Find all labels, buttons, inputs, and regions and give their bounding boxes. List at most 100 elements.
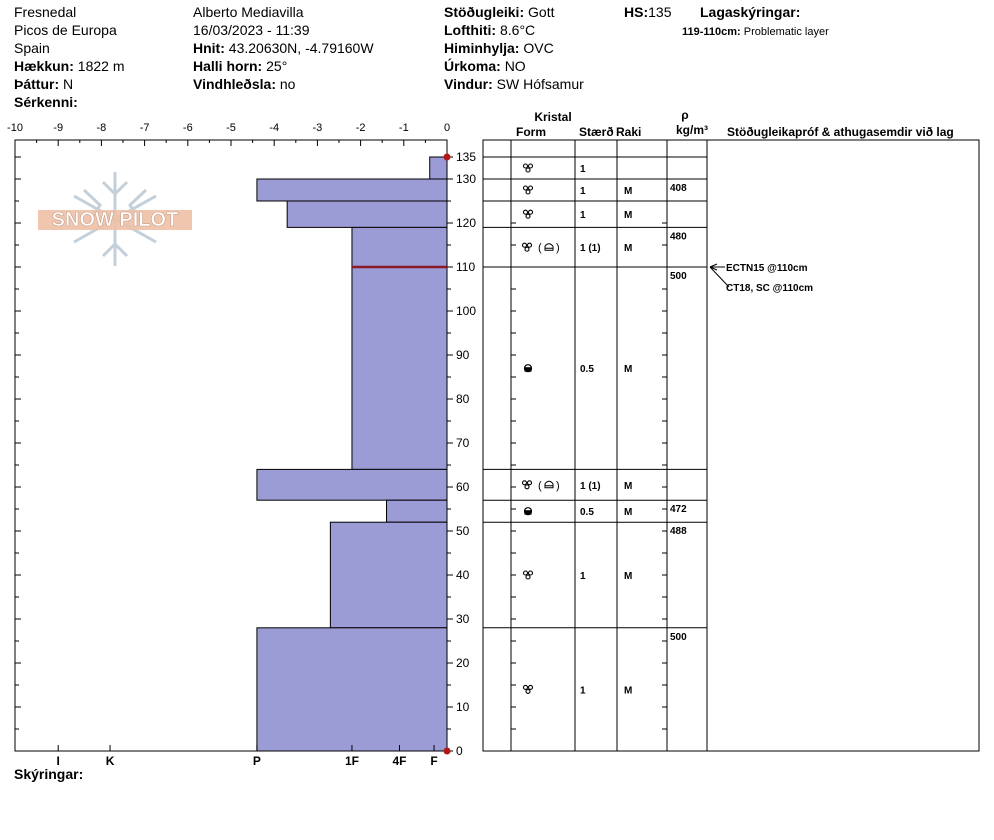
location-name: Fresnedal [14, 4, 77, 20]
airtemp-value: 8.6°C [499, 22, 536, 38]
hardness-bar [256, 627, 448, 752]
hardness-bar [429, 156, 448, 180]
hardness-bar [286, 200, 448, 228]
sky-cover: Himinhylja: OVC [444, 40, 554, 56]
wind-loading: Vindhleðsla: no [193, 76, 295, 92]
coordinates: Hnit: 43.20630N, -4.79160W [193, 40, 374, 56]
layer-moisture: M [624, 364, 632, 375]
temp-tick-label: -7 [140, 122, 150, 134]
crystal-lobe [524, 246, 530, 252]
crystal-lobe [522, 163, 529, 169]
crystal-icon [521, 242, 533, 252]
crystal-lobe [527, 185, 534, 191]
height-tick-label: 10 [456, 700, 470, 714]
aspect-value: N [63, 76, 74, 92]
aspect: Þáttur: N [14, 76, 73, 92]
hardness-bar [351, 266, 448, 470]
temp-tick-label: -10 [7, 122, 23, 134]
airtemp-label: Lofthiti: [444, 22, 497, 38]
precipitation: Úrkoma: NO [444, 58, 526, 74]
density-unit-header: kg/m³ [676, 123, 708, 137]
height-tick-label: 0 [456, 744, 463, 758]
coords-label: Hnit: [193, 40, 225, 56]
paren-close: ) [556, 242, 560, 254]
snow-height: HS:135 [624, 4, 671, 20]
slope-label: Halli horn: [193, 58, 263, 74]
hardness-label: F [430, 754, 437, 768]
temp-tick-label: -9 [53, 122, 63, 134]
elevation-value: 1822 m [77, 58, 125, 74]
hardness-label: 1F [345, 754, 359, 768]
logo-banner [38, 210, 192, 230]
size-header: Stærð [579, 125, 614, 139]
layer-size: 1 (1) [580, 243, 601, 254]
crystal-lobe [525, 688, 531, 694]
crystal-lobe [521, 480, 528, 486]
layer-size: 1 [580, 164, 586, 175]
crystal-lobe [527, 684, 534, 690]
notes-label: Skýringar: [14, 766, 84, 782]
melt-form-icon [523, 364, 533, 373]
layer-moisture: M [624, 243, 632, 254]
temp-tick-label: -1 [399, 122, 409, 134]
layer-table-frame [482, 139, 980, 752]
height-tick-label: 100 [456, 304, 476, 318]
layer-moisture: M [624, 186, 632, 197]
tests-header: Stöðugleikapróf & athugasemdir við lag [727, 125, 954, 139]
layer-size: 0.5 [580, 507, 594, 518]
crystal-icon [522, 163, 534, 173]
layer-density: 408 [670, 183, 687, 194]
crystal-lobe [525, 189, 531, 195]
crystal-icon [522, 209, 534, 219]
layer-density: 500 [670, 632, 687, 643]
elevation-label: Hækkun: [14, 58, 74, 74]
layer-density: 488 [670, 526, 687, 537]
height-tick-label: 130 [456, 172, 476, 186]
crystal-lobe [526, 480, 533, 486]
melt-fill [524, 510, 532, 515]
observation-datetime: 16/03/2023 - 11:39 [193, 22, 310, 38]
snow-surface-marker [443, 153, 451, 161]
height-tick-label: 60 [456, 480, 470, 494]
kristal-header: Kristal [534, 110, 571, 124]
height-tick-label: 90 [456, 348, 470, 362]
hs-value: 135 [648, 4, 672, 20]
hardness-label: 4F [392, 754, 406, 768]
hardness-bar [386, 499, 448, 523]
slope-angle: Halli horn: 25° [193, 58, 287, 74]
stability-value: Gott [528, 4, 555, 20]
height-tick-label: 135 [456, 150, 476, 164]
facet-icon [544, 480, 554, 489]
paren-open: ( [538, 242, 542, 254]
melt-fill [524, 367, 532, 372]
features-label: Sérkenni: [14, 94, 78, 110]
crystal-icon [522, 570, 534, 580]
hardness-bar [256, 468, 448, 501]
wind-loading-value: no [279, 76, 296, 92]
moisture-header: Raki [616, 125, 641, 139]
crystal-lobe [525, 574, 531, 580]
crystal-lobe [525, 167, 531, 173]
layer-note-text: Problematic layer [743, 26, 829, 38]
crystal-lobe [525, 213, 531, 219]
height-tick-label: 120 [456, 216, 476, 230]
wind-value: SW Hófsamur [496, 76, 584, 92]
country-name: Spain [14, 40, 50, 56]
ground-marker [443, 747, 451, 755]
stability: Stöðugleiki: Gott [444, 4, 554, 20]
temp-tick-label: -5 [226, 122, 236, 134]
test-result: ECTN15 @110cm [726, 263, 808, 274]
layer-size: 1 [580, 186, 586, 197]
height-tick-label: 30 [456, 612, 470, 626]
layer-density: 480 [670, 231, 687, 242]
layer-note: 119-110cm: Problematic layer [682, 24, 829, 40]
test-annotations: ECTN15 @110cm CT18, SC @110cm [709, 263, 813, 294]
height-tick-label: 110 [456, 260, 475, 274]
hs-label: HS: [624, 4, 649, 20]
layer-note-range: 119-110cm: [682, 26, 741, 38]
hardness-label: P [253, 754, 261, 768]
crystal-lobe [521, 242, 528, 248]
aspect-label: Þáttur: [14, 76, 60, 92]
height-tick-label: 70 [456, 436, 470, 450]
